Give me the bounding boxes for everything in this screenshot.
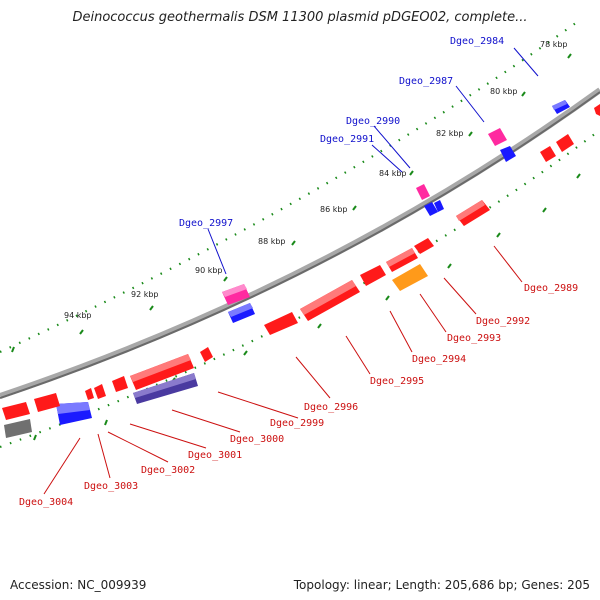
- outer-major-ticks: [11, 53, 572, 353]
- gene-label[interactable]: Dgeo_3000: [230, 434, 284, 445]
- gene-dgeo-2999[interactable]: [200, 347, 213, 362]
- gene-label[interactable]: Dgeo_3002: [141, 465, 195, 476]
- gene-label[interactable]: Dgeo_2989: [524, 283, 578, 294]
- gene-dgeo-3002[interactable]: [112, 376, 128, 392]
- gene-label[interactable]: Dgeo_3001: [188, 450, 242, 461]
- forward-genes: [222, 100, 570, 323]
- scale-label: 84 kbp: [379, 169, 407, 178]
- scale-label: 92 kbp: [131, 290, 159, 299]
- scale-label: 90 kbp: [195, 266, 223, 275]
- outer-tick-ring: [0, 19, 581, 353]
- gene-dgeo-2985b[interactable]: [540, 146, 556, 162]
- gene-label[interactable]: Dgeo_3004: [19, 497, 73, 508]
- gene-label[interactable]: Dgeo_2996: [304, 402, 358, 413]
- gene-dgeo-3004[interactable]: [2, 402, 30, 420]
- gene-dgeo-2990[interactable]: [416, 184, 430, 200]
- gene-dgeo-2994[interactable]: [360, 265, 386, 286]
- backbone: [0, 87, 600, 399]
- gene-label[interactable]: Dgeo_2999: [270, 418, 324, 429]
- gene-label[interactable]: Dgeo_2991: [320, 134, 374, 145]
- scale-label: 88 kbp: [258, 237, 286, 246]
- gene-label[interactable]: Dgeo_3003: [84, 481, 138, 492]
- gene-dgeo-2993[interactable]: [392, 264, 428, 291]
- gene-label[interactable]: Dgeo_2987: [399, 76, 453, 87]
- inner-tick-ring: [0, 129, 600, 449]
- gene-dgeo-3003a[interactable]: [94, 384, 106, 399]
- scale-label: 78 kbp: [540, 40, 568, 49]
- gene-dgeo-3005[interactable]: [4, 419, 32, 438]
- scale-label: 82 kbp: [436, 129, 464, 138]
- gene-label[interactable]: Dgeo_2993: [447, 333, 501, 344]
- gene-dgeo-2991[interactable]: [424, 202, 438, 216]
- forward-leaders: [207, 47, 539, 275]
- gene-dgeo-2992a[interactable]: [414, 238, 434, 254]
- gene-dgeo-2987[interactable]: [488, 128, 507, 146]
- gene-dgeo-3004a[interactable]: [34, 393, 60, 412]
- scale-labels: 78 kbp 80 kbp 82 kbp 84 kbp 86 kbp 88 kb…: [64, 40, 568, 320]
- reverse-leaders: [43, 245, 523, 495]
- accession-text: Accession: NC_009939: [10, 578, 147, 592]
- reverse-labels: Dgeo_2989 Dgeo_2992 Dgeo_2993 Dgeo_2994 …: [19, 283, 578, 508]
- gene-dgeo-3003b[interactable]: [85, 388, 94, 400]
- gene-label[interactable]: Dgeo_2990: [346, 116, 400, 127]
- inner-major-ticks: [33, 173, 581, 441]
- gene-dgeo-2996[interactable]: [264, 312, 298, 335]
- scale-label: 94 kbp: [64, 311, 92, 320]
- scale-label: 80 kbp: [490, 87, 518, 96]
- summary-text: Topology: linear; Length: 205,686 bp; Ge…: [293, 578, 590, 592]
- gene-label[interactable]: Dgeo_2994: [412, 354, 466, 365]
- gene-label[interactable]: Dgeo_2997: [179, 218, 233, 229]
- gene-dgeo-2986[interactable]: [594, 104, 600, 116]
- gene-dgeo-2988[interactable]: [500, 146, 516, 162]
- reverse-genes: [2, 104, 600, 438]
- gene-dgeo-2985a[interactable]: [556, 134, 574, 152]
- gene-label[interactable]: Dgeo_2992: [476, 316, 530, 327]
- map-title: Deinococcus geothermalis DSM 11300 plasm…: [72, 10, 528, 25]
- gene-label[interactable]: Dgeo_2995: [370, 376, 424, 387]
- scale-label: 86 kbp: [320, 205, 348, 214]
- forward-labels: Dgeo_2984 Dgeo_2987 Dgeo_2990 Dgeo_2991 …: [179, 36, 504, 229]
- gene-label[interactable]: Dgeo_2984: [450, 36, 504, 47]
